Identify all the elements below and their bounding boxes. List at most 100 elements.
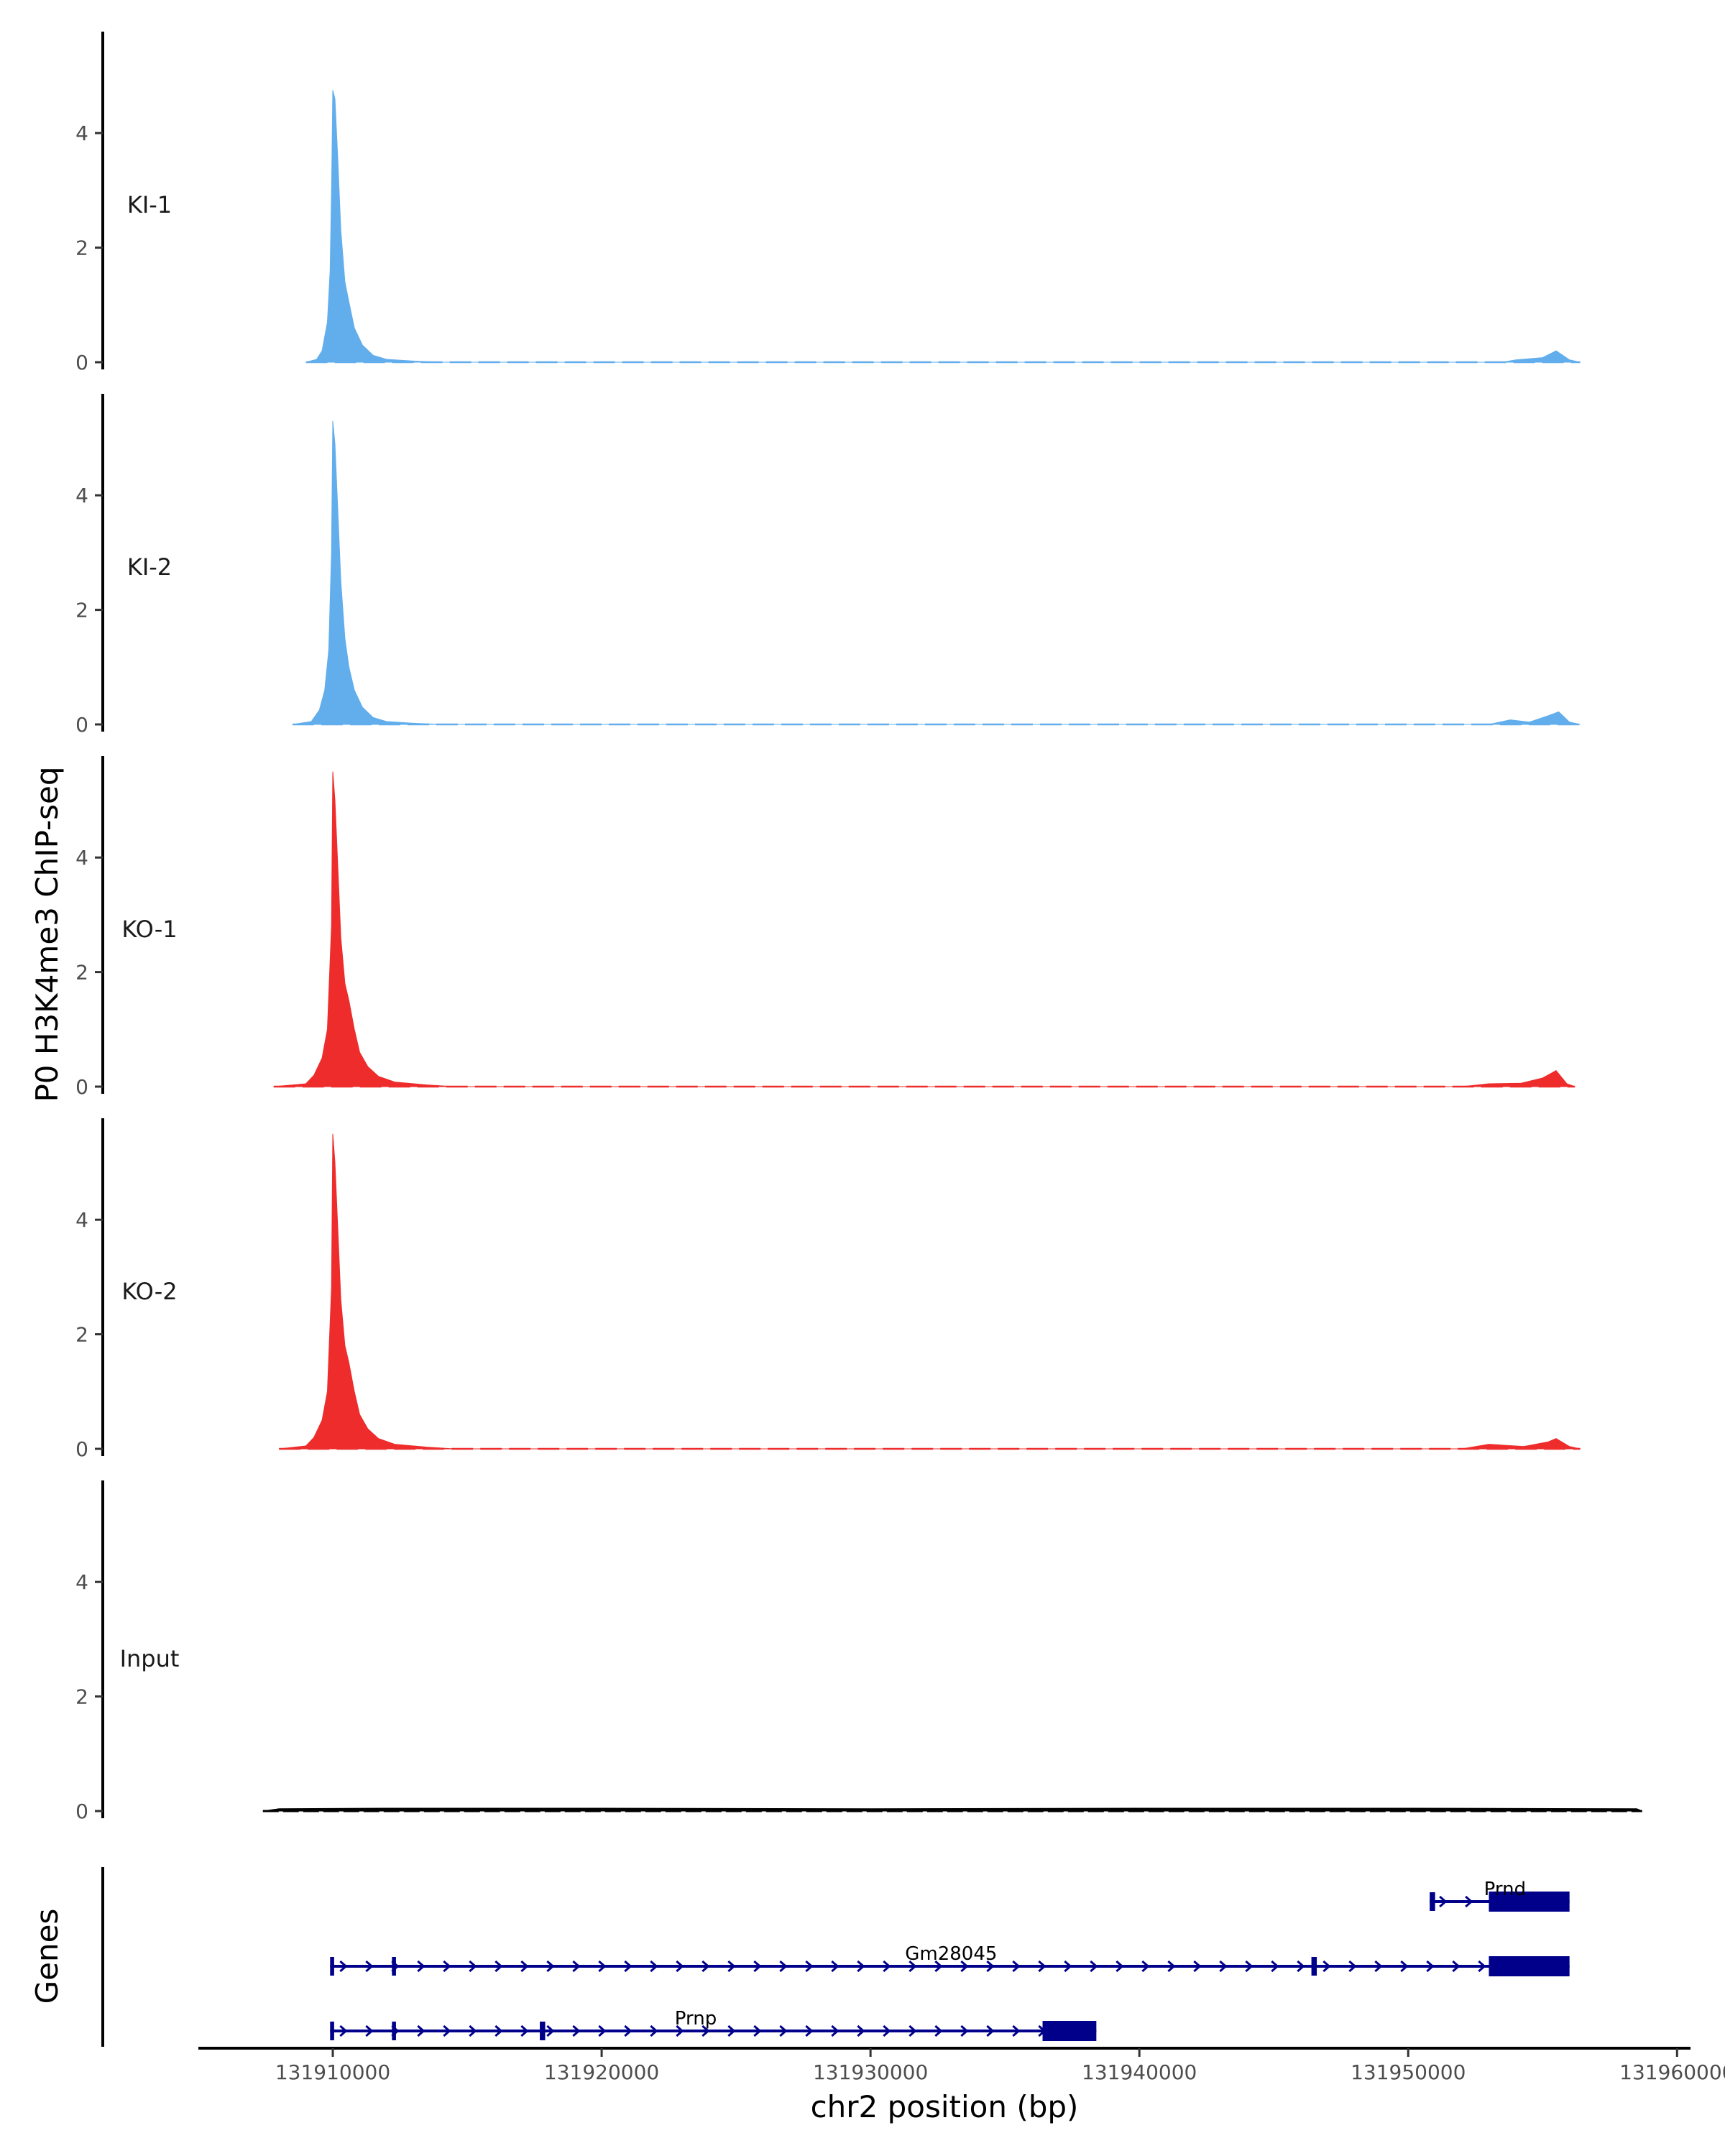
- gene-strand-arrow: [805, 2024, 814, 2037]
- y-tick-label: 4: [75, 121, 88, 145]
- x-tick-label: 131960000: [1619, 2060, 1725, 2084]
- gene-label: Gm28045: [905, 1943, 997, 1965]
- y-tick-label: 0: [75, 1800, 88, 1823]
- y-axis-title-group: P0 H3K4me3 ChIP-seq: [29, 766, 65, 1102]
- track-label: KO-2: [121, 1278, 177, 1305]
- gene-strand-arrow: [365, 1960, 374, 1973]
- gene-strand-arrow: [1452, 1960, 1460, 1973]
- gene-strand-arrow: [1348, 1960, 1357, 1973]
- gene-exon-coding: [1489, 1892, 1570, 1912]
- track-ko-1: 0 2 4 KO-1: [75, 756, 1576, 1099]
- gene-strand-arrow: [779, 1960, 788, 1973]
- gene-models: Prnd Gm28045 Prnp: [330, 1879, 1570, 2041]
- coverage-tracks: 0 2 4 KI-1 0 2 4 KI-2 0 2 4 KO-1 0 2 4 KO-2 0 2 4 Input: [75, 32, 1642, 1823]
- gene-strand-arrow: [1478, 1960, 1486, 1973]
- gene-strand-arrow: [443, 2024, 451, 2037]
- y-tick-label: 0: [75, 713, 88, 737]
- gene-strand-arrow: [443, 1960, 451, 1973]
- gene-prnd: Prnd: [1430, 1879, 1570, 1912]
- gene-strand-arrow: [598, 2024, 607, 2037]
- gene-strand-arrow: [1141, 1960, 1150, 1973]
- gene-strand-arrow: [908, 1960, 917, 1973]
- x-tick-label: 131910000: [275, 2060, 390, 2084]
- track-ki-2: 0 2 4 KI-2: [75, 394, 1581, 737]
- y-tick-label: 4: [75, 1570, 88, 1594]
- gene-prnp: Prnp: [330, 2008, 1097, 2041]
- x-axis: 131910000 131920000 131930000 131940000 1319…: [198, 2047, 1725, 2124]
- gene-strand-arrow: [1465, 1895, 1473, 1908]
- y-tick-label: 0: [75, 1075, 88, 1099]
- gene-strand-arrow: [598, 1960, 607, 1973]
- gene-strand-arrow: [572, 1960, 581, 1973]
- track-label: KI-2: [127, 553, 172, 581]
- coverage-area-ko-1: [273, 771, 1576, 1087]
- gene-strand-arrow: [753, 2024, 762, 2037]
- gene-strand-arrow: [1012, 2024, 1021, 2037]
- coverage-area-ki-1: [305, 90, 1581, 363]
- gene-strand-arrow: [934, 1960, 943, 1973]
- gene-strand-arrow: [1219, 1960, 1228, 1973]
- x-axis-ticks: 131910000 131920000 131930000 131940000 1319…: [275, 2048, 1725, 2084]
- coverage-area-ko-2: [279, 1133, 1581, 1450]
- gene-strand-arrow: [727, 2024, 736, 2037]
- gene-strand-arrow: [1400, 1960, 1409, 1973]
- gene-strand-arrow: [883, 2024, 891, 2037]
- gene-exon-small: [1430, 1892, 1435, 1911]
- gene-strand-arrow: [494, 2024, 503, 2037]
- gene-strand-arrow: [702, 1960, 710, 1973]
- gene-exon-small: [1311, 1957, 1317, 1976]
- gene-strand-arrow: [1426, 1960, 1435, 1973]
- track-label: Input: [120, 1645, 180, 1672]
- gene-strand-arrow: [1374, 1960, 1383, 1973]
- gene-strand-arrow: [1012, 1960, 1021, 1973]
- gene-strand-arrow: [1245, 1960, 1254, 1973]
- track-label: KO-1: [121, 916, 177, 943]
- coverage-area-input: [262, 1807, 1642, 1812]
- gene-strand-arrow: [546, 2024, 555, 2037]
- x-tick-label: 131950000: [1351, 2060, 1466, 2084]
- gene-strand-arrow: [365, 2024, 374, 2037]
- gene-strand-arrow: [469, 1960, 477, 1973]
- gene-exon-small: [330, 2022, 334, 2040]
- gene-label: Prnp: [675, 2008, 717, 2030]
- gene-exon-coding: [1042, 2021, 1097, 2041]
- gene-strand-arrow: [676, 1960, 684, 1973]
- gene-gm28045: Gm28045: [330, 1943, 1570, 1976]
- gene-strand-arrow: [339, 2024, 348, 2037]
- x-axis-title: chr2 position (bp): [811, 2089, 1079, 2124]
- y-tick-label: 0: [75, 351, 88, 374]
- gene-strand-arrow: [1167, 1960, 1176, 1973]
- gene-strand-arrow: [1271, 1960, 1279, 1973]
- gene-strand-arrow: [469, 2024, 477, 2037]
- gene-strand-arrow: [727, 1960, 736, 1973]
- gene-strand-arrow: [650, 2024, 658, 2037]
- gene-strand-arrow: [1090, 1960, 1098, 1973]
- gene-strand-arrow: [831, 1960, 840, 1973]
- gene-strand-arrow: [1064, 1960, 1072, 1973]
- gene-strand-arrow: [1038, 1960, 1046, 1973]
- y-tick-label: 4: [75, 484, 88, 507]
- gene-strand-arrow: [883, 1960, 891, 1973]
- x-tick-label: 131940000: [1082, 2060, 1197, 2084]
- x-tick-label: 131920000: [544, 2060, 659, 2084]
- y-tick-label: 2: [75, 961, 88, 985]
- gene-strand-arrow: [908, 2024, 917, 2037]
- gene-strand-arrow: [960, 1960, 969, 1973]
- gene-strand-arrow: [339, 1960, 348, 1973]
- gene-strand-arrow: [831, 2024, 840, 2037]
- gene-strand-arrow: [934, 2024, 943, 2037]
- gene-strand-arrow: [702, 2024, 710, 2037]
- gene-strand-arrow: [417, 2024, 426, 2037]
- gene-strand-arrow: [676, 2024, 684, 2037]
- track-ko-2: 0 2 4 KO-2: [75, 1118, 1581, 1461]
- gene-strand-arrow: [572, 2024, 581, 2037]
- y-tick-label: 0: [75, 1437, 88, 1461]
- gene-strand-arrow: [857, 2024, 865, 2037]
- gene-strand-arrow: [779, 2024, 788, 2037]
- gene-strand-arrow: [960, 2024, 969, 2037]
- gene-strand-arrow: [805, 1960, 814, 1973]
- gene-strand-arrow: [1297, 1960, 1305, 1973]
- gene-strand-arrow: [986, 2024, 995, 2037]
- gene-strand-arrow: [1116, 1960, 1124, 1973]
